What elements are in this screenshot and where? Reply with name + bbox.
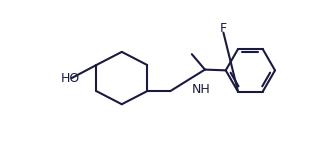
Text: F: F <box>220 22 227 35</box>
Text: HO: HO <box>61 72 80 85</box>
Text: NH: NH <box>192 83 211 96</box>
